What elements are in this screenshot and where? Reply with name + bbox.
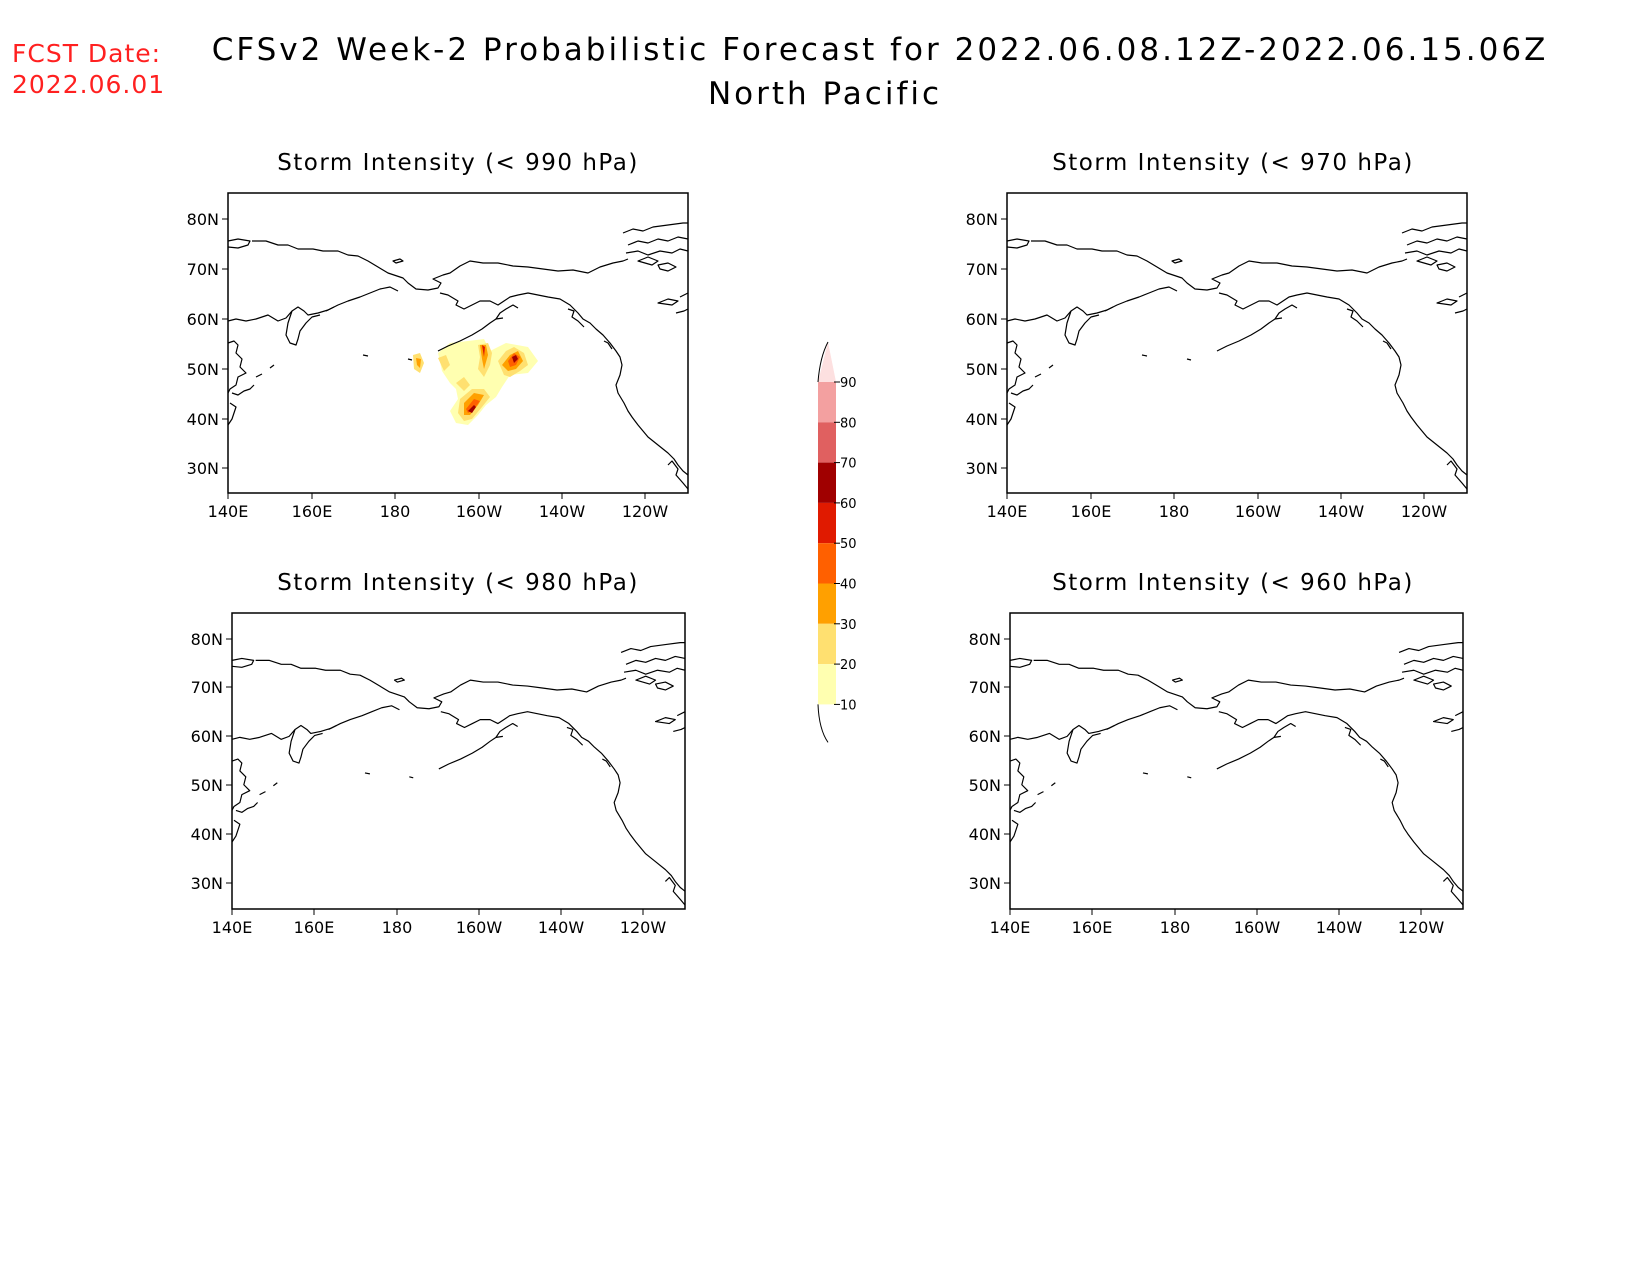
map-panel-980: [231, 612, 686, 910]
colorbar: 90 80 70 60 50 40 30 20 10: [817, 341, 857, 743]
lat-label: 60N: [969, 727, 1001, 746]
lon-label: 140E: [987, 502, 1028, 521]
lat-label: 30N: [969, 874, 1001, 893]
lat-label: 50N: [969, 776, 1001, 795]
lon-label: 160E: [292, 502, 333, 521]
lon-label: 140W: [1318, 502, 1365, 521]
map-panel-970: [1006, 192, 1468, 494]
colorbar-swatch: [818, 623, 836, 665]
lat-label: 30N: [191, 874, 223, 893]
colorbar-swatch: [818, 382, 836, 423]
lon-label: 160E: [1071, 502, 1112, 521]
lat-label: 70N: [966, 260, 998, 279]
colorbar-label: 40: [840, 578, 857, 593]
panel-title-960: Storm Intensity (< 960 hPa): [1052, 570, 1414, 596]
lat-label: 70N: [969, 678, 1001, 697]
lon-label: 160E: [294, 918, 335, 937]
forecast-date-value: 2022.06.01: [12, 70, 166, 99]
lon-label: 180: [380, 502, 411, 521]
colorbar-label: 20: [840, 658, 857, 673]
lat-label: 80N: [966, 210, 998, 229]
lat-label: 70N: [187, 260, 219, 279]
lat-label: 40N: [969, 825, 1001, 844]
map-panel-990: [227, 192, 689, 494]
colorbar-swatch: [818, 543, 836, 584]
lat-label: 80N: [969, 630, 1001, 649]
lon-label: 160E: [1072, 918, 1113, 937]
lat-label: 80N: [191, 630, 223, 649]
lat-label: 30N: [187, 459, 219, 478]
colorbar-swatch: [818, 422, 836, 463]
lat-label: 60N: [187, 310, 219, 329]
panel-title-990: Storm Intensity (< 990 hPa): [277, 150, 639, 176]
lat-label: 40N: [191, 825, 223, 844]
colorbar-swatch: [818, 462, 836, 503]
lon-label: 160W: [1234, 918, 1281, 937]
lat-label: 50N: [187, 360, 219, 379]
colorbar-swatch: [818, 664, 836, 705]
lon-label: 180: [1160, 918, 1191, 937]
colorbar-label: 60: [840, 497, 857, 512]
colorbar-top-edge: [817, 341, 829, 383]
colorbar-label: 70: [840, 457, 857, 472]
colorbar-label: 10: [840, 698, 857, 713]
lat-label: 70N: [191, 678, 223, 697]
lat-label: 40N: [187, 410, 219, 429]
forecast-date: FCST Date: 2022.06.01: [12, 38, 165, 100]
lat-label: 50N: [966, 360, 998, 379]
lon-label: 140E: [990, 918, 1031, 937]
lon-label: 140W: [1316, 918, 1363, 937]
lon-label: 140E: [208, 502, 249, 521]
probability-shading: [413, 339, 538, 425]
forecast-date-label: FCST Date:: [12, 39, 162, 68]
lon-label: 180: [1159, 502, 1190, 521]
colorbar-label: 80: [840, 416, 857, 431]
main-title: CFSv2 Week-2 Probabilistic Forecast for …: [211, 32, 1549, 68]
colorbar-swatch: [818, 502, 836, 544]
colorbar-top-arrow: [818, 342, 836, 382]
colorbar-label: 90: [840, 376, 857, 391]
panel-title-980: Storm Intensity (< 980 hPa): [277, 570, 639, 596]
lon-label: 120W: [622, 502, 669, 521]
region-subtitle: North Pacific: [707, 76, 943, 112]
lon-label: 160W: [1235, 502, 1282, 521]
lat-label: 60N: [191, 727, 223, 746]
colorbar-swatch: [818, 583, 836, 624]
panel-title-970: Storm Intensity (< 970 hPa): [1052, 150, 1414, 176]
colorbar-label: 30: [840, 618, 857, 633]
lon-label: 120W: [1401, 502, 1448, 521]
lon-label: 120W: [1398, 918, 1445, 937]
lat-label: 80N: [187, 210, 219, 229]
lon-label: 160W: [456, 918, 503, 937]
lon-label: 180: [382, 918, 413, 937]
colorbar-bottom-edge: [817, 704, 829, 743]
lon-label: 140E: [212, 918, 253, 937]
colorbar-label: 50: [840, 537, 857, 552]
lat-label: 50N: [191, 776, 223, 795]
map-panel-960: [1009, 612, 1464, 910]
lat-label: 30N: [966, 459, 998, 478]
lon-label: 140W: [538, 918, 585, 937]
lon-label: 140W: [539, 502, 586, 521]
lon-label: 160W: [456, 502, 503, 521]
lon-label: 120W: [620, 918, 667, 937]
lat-label: 40N: [966, 410, 998, 429]
lat-label: 60N: [966, 310, 998, 329]
